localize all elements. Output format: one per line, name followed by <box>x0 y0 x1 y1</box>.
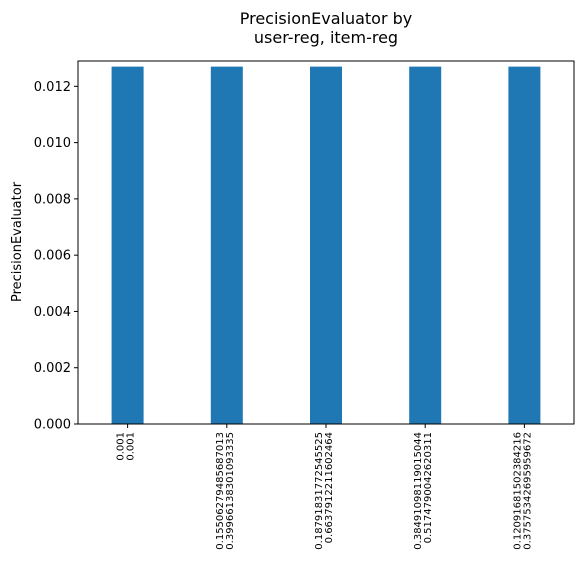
x-tick-label: 0.38491098119015044 <box>413 432 424 550</box>
chart-title-line: user-reg, item-reg <box>254 28 398 47</box>
x-tick-label: 0.39966138301093335 <box>225 432 236 550</box>
y-tick-label: 0.000 <box>34 418 71 433</box>
x-tick-label: 0.15506279485687013 <box>215 432 226 550</box>
x-tick-label: 0.001 <box>116 432 127 461</box>
bar <box>210 66 243 425</box>
y-tick-label: 0.002 <box>34 361 71 376</box>
x-tick-label: 0.5174790042620311 <box>423 432 434 543</box>
chart-title-line: PrecisionEvaluator by <box>240 9 413 28</box>
bar <box>508 66 541 425</box>
y-tick-label: 0.006 <box>34 249 71 264</box>
y-axis-label: PrecisionEvaluator <box>10 181 25 302</box>
x-tick-label: 0.18791831772545525 <box>314 432 325 550</box>
bar <box>111 66 144 425</box>
y-tick-label: 0.004 <box>34 305 71 320</box>
x-tick-label: 0.12091681502384216 <box>512 432 523 550</box>
plot-area: 0.000 0.002 0.004 0.006 0.008 0.010 0.012 0.001… <box>34 60 575 550</box>
x-tick-label: 0.6637912211602464 <box>324 432 335 543</box>
y-tick-label: 0.008 <box>34 192 71 207</box>
y-tick-label: 0.010 <box>34 136 71 151</box>
bar <box>310 66 342 425</box>
x-tick-label: 0.001 <box>126 432 137 461</box>
x-tick-label: 0.37575342695959672 <box>522 432 533 550</box>
y-tick-label: 0.012 <box>34 80 71 95</box>
bar <box>409 66 442 425</box>
